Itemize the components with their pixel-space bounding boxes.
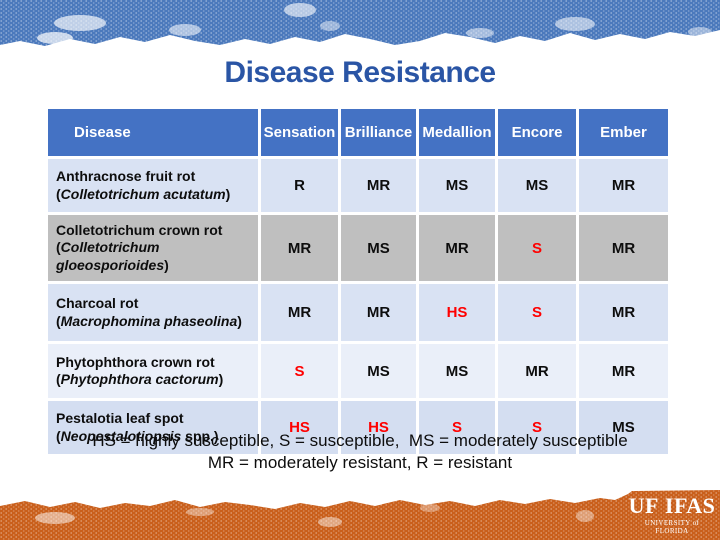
bottom-texture-band xyxy=(0,490,720,540)
disease-latin-name: (Macrophomina phaseolina) xyxy=(56,312,242,329)
disease-name-cell: Pestalotia leaf spot (Neopestalotiopsis s… xyxy=(48,401,258,454)
table-row: Pestalotia leaf spot (Neopestalotiopsis s… xyxy=(48,401,668,454)
slide-title: Disease Resistance xyxy=(224,56,496,89)
disease-latin-name: (Colletotrichum gloeosporioides) xyxy=(56,239,169,273)
rating-cell-ember: MR xyxy=(579,215,668,281)
column-header-ember: Ember xyxy=(579,109,668,156)
uf-text: UF xyxy=(628,493,659,518)
rating-cell-sensation: HS xyxy=(261,401,338,454)
top-texture-band xyxy=(0,0,720,46)
uf-ifas-wordmark: UF IFAS xyxy=(629,495,715,517)
rating-cell-brilliance: MS xyxy=(341,344,416,398)
disease-latin-name: (Colletotrichum acutatum) xyxy=(56,185,231,202)
disease-common-name: Anthracnose fruit rot xyxy=(56,168,196,184)
ifas-text: IFAS xyxy=(664,493,716,518)
rating-cell-medallion: MS xyxy=(419,344,495,398)
rating-legend: HS = highly susceptible, S = susceptible… xyxy=(0,430,720,475)
uf-ifas-logo: UF IFAS UNIVERSITY of FLORIDA xyxy=(629,495,715,536)
rating-cell-ember: MR xyxy=(579,284,668,341)
disease-name-cell: Colletotrichum crown rot (Colletotrichum … xyxy=(48,215,258,281)
column-header-disease: Disease xyxy=(48,109,258,156)
rating-cell-brilliance: MR xyxy=(341,284,416,341)
rating-cell-sensation: MR xyxy=(261,284,338,341)
legend-line-2: MR = moderately resistant, R = resistant xyxy=(207,453,513,473)
column-header-brilliance: Brilliance xyxy=(341,109,416,156)
table-row: Anthracnose fruit rot (Colletotrichum acu… xyxy=(48,159,668,212)
rating-cell-encore: S xyxy=(498,284,576,341)
disease-common-name: Pestalotia leaf spot xyxy=(56,410,184,426)
disease-name-cell: Phytophthora crown rot (Phytophthora cact… xyxy=(48,344,258,398)
disease-common-name: Colletotrichum crown rot xyxy=(56,221,223,238)
disease-name-cell: Anthracnose fruit rot (Colletotrichum acu… xyxy=(48,159,258,212)
rating-cell-ember: MR xyxy=(579,344,668,398)
disease-name-cell: Charcoal rot (Macrophomina phaseolina) xyxy=(48,284,258,341)
rating-cell-sensation: MR xyxy=(261,215,338,281)
rating-cell-encore: S xyxy=(498,401,576,454)
disease-common-name: Phytophthora crown rot xyxy=(56,353,215,370)
column-header-encore: Encore xyxy=(498,109,576,156)
table-row: Charcoal rot (Macrophomina phaseolina) MR M… xyxy=(48,284,668,341)
rating-cell-sensation: S xyxy=(261,344,338,398)
rating-cell-medallion: MR xyxy=(419,215,495,281)
rating-cell-medallion: MS xyxy=(419,159,495,212)
table-row: Phytophthora crown rot (Phytophthora cact… xyxy=(48,344,668,398)
column-header-medallion: Medallion xyxy=(419,109,495,156)
rating-cell-brilliance: MS xyxy=(341,215,416,281)
table-container: Disease Sensation Brilliance Medallion Encor… xyxy=(45,106,671,457)
disease-latin-name: (Neopestalotiopsis spp.) xyxy=(56,427,219,444)
rating-cell-medallion: HS xyxy=(419,284,495,341)
disease-resistance-table: Disease Sensation Brilliance Medallion Encor… xyxy=(45,106,671,457)
header-row: Disease Sensation Brilliance Medallion Encor… xyxy=(48,109,668,156)
rating-cell-ember: MS xyxy=(579,401,668,454)
rating-cell-brilliance: HS xyxy=(341,401,416,454)
rating-cell-encore: MR xyxy=(498,344,576,398)
disease-common-name: Charcoal rot xyxy=(56,295,139,311)
table-row: Colletotrichum crown rot (Colletotrichum … xyxy=(48,215,668,281)
rating-cell-encore: S xyxy=(498,215,576,281)
legend-line-1: HS = highly susceptible, S = susceptible… xyxy=(92,431,628,450)
column-header-sensation: Sensation xyxy=(261,109,338,156)
rating-cell-medallion: S xyxy=(419,401,495,454)
disease-latin-name: (Phytophthora cactorum) xyxy=(56,371,224,387)
rating-cell-ember: MR xyxy=(579,159,668,212)
university-of-florida-text: UNIVERSITY of FLORIDA xyxy=(644,519,700,535)
rating-cell-sensation: R xyxy=(261,159,338,212)
rating-cell-encore: MS xyxy=(498,159,576,212)
rating-cell-brilliance: MR xyxy=(341,159,416,212)
